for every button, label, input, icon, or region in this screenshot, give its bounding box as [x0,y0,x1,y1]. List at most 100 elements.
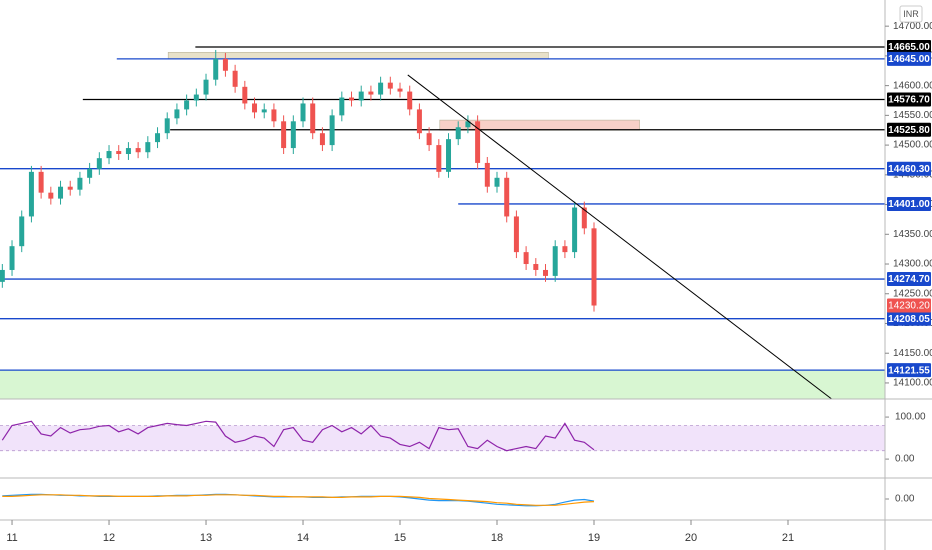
currency-box [899,5,923,23]
candle-body [261,109,267,113]
level-label-box [887,363,931,378]
level-label-box [887,122,931,137]
candle-body [475,121,481,163]
candle-body [465,121,471,128]
candle-body [145,142,151,153]
candle-body [213,58,219,80]
level-label-box [887,92,931,107]
level-label: 14121.55 [888,365,930,376]
y-tick-label: 0.00 [895,494,915,505]
last-price-label: 14230.20 [888,301,930,312]
candle-body [455,127,461,140]
candle-body [552,246,558,276]
x-tick-label: 11 [6,532,17,544]
candle-body [319,133,325,146]
candle-body [533,264,539,270]
candle-body [271,109,277,122]
x-tick-label: 13 [200,532,212,544]
level-label: 14576.70 [888,95,930,106]
candle-body [77,177,83,190]
indicator-line [2,494,595,506]
x-tick-label: 19 [588,532,600,544]
x-tick-label: 12 [103,532,115,544]
level-label: 14274.70 [888,274,930,285]
y-tick-label: 14700.00 [893,21,932,32]
candle-body [184,100,190,110]
x-tick-label: 15 [394,532,406,544]
support-zone [0,370,885,399]
candle-body [281,121,287,149]
candle-body [329,115,335,146]
candle-body [203,79,209,95]
candle-body [572,207,578,253]
candle-body [96,158,102,169]
rsi-band [0,425,885,451]
level-label-box [887,161,931,176]
level-label: 14208.05 [888,314,930,325]
level-label: 14460.30 [888,164,930,175]
candle-body [28,171,34,217]
x-tick-label: 14 [297,532,309,544]
candle-body [543,269,549,276]
candle-body [407,91,413,110]
candle-body [562,246,568,253]
candle-body [19,216,25,247]
candle-body [58,186,64,199]
candle-body [252,103,258,113]
candle-body [416,109,422,134]
y-tick-label: 14350.00 [893,229,932,240]
candle-body [174,109,180,119]
candle-body [193,94,199,101]
candle-body [48,192,54,199]
last-price-box [887,298,931,313]
candle-body [0,269,5,282]
candle-body [310,103,316,134]
currency: INR [903,9,919,19]
level-label-box [887,39,931,54]
y-tick-label: 14600.00 [893,80,932,91]
candle-body [125,148,131,155]
candle-body [232,70,238,87]
candle-body [222,58,228,71]
candle-body [591,228,597,306]
candle-body [484,162,490,187]
candle-body [164,118,170,134]
candle-body [349,97,355,101]
candle-body [9,246,15,270]
candle-body [436,145,442,172]
indicator-line [1,420,595,452]
y-tick-label: 0.00 [895,454,915,465]
y-tick-label: 14500.00 [893,140,932,151]
candle-body [494,177,500,187]
level-label: 14401.00 [888,199,930,210]
y-tick-label: 14100.00 [893,378,932,389]
candle-body [358,91,364,101]
candle-body [38,171,44,193]
candle-body [387,82,393,89]
level-label-box [887,311,931,326]
candle-body [339,97,345,116]
candle-body [106,151,112,159]
y-tick-label: 100.00 [895,412,926,423]
candle-body [513,216,519,253]
candle-body [426,133,432,146]
candle-body [135,148,141,153]
candle-body [504,177,510,217]
y-tick-label: 14250.00 [893,288,932,299]
candle-body [581,207,587,229]
candle-body [67,186,73,190]
trendline [407,74,832,400]
candle-body [87,168,93,178]
x-tick-label: 20 [685,532,697,544]
x-tick-label: 18 [491,532,503,544]
candle-body [397,88,403,92]
candle-body [446,139,452,172]
candle-body [290,121,296,149]
level-label: 14525.80 [888,125,930,136]
candle-body [155,133,161,143]
level-label: 14645.00 [888,54,930,65]
x-tick-label: 21 [782,532,794,544]
candle-body [242,86,248,104]
